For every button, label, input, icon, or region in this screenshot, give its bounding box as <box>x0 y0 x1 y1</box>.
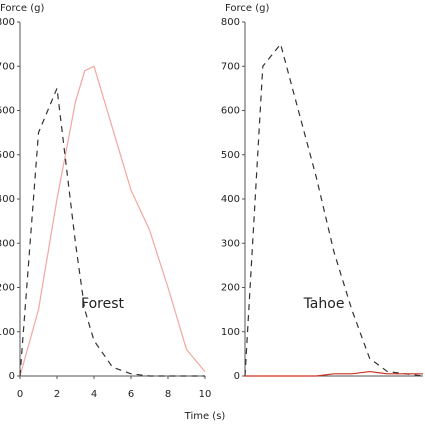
y-tick-label: 100 <box>0 327 15 338</box>
y-tick-label: 0 <box>9 371 15 382</box>
y-tick-label: 400 <box>0 194 15 205</box>
data-line <box>245 370 423 377</box>
y-tick-label: 300 <box>0 238 15 249</box>
x-tick-label: 2 <box>54 389 60 400</box>
y-tick-label: 500 <box>221 150 240 161</box>
x-tick-label: 4 <box>91 389 97 400</box>
y-axis-label: Force (g) <box>0 3 44 14</box>
y-tick-label: 600 <box>0 106 15 117</box>
y-tick-label: 700 <box>221 61 240 72</box>
x-axis-label: Time (s) <box>184 411 226 422</box>
annotation: Forest <box>81 296 124 312</box>
annotation: Tahoe <box>303 296 345 312</box>
data-line <box>19 65 206 377</box>
y-tick-label: 800 <box>221 17 240 28</box>
data-line <box>244 42 424 377</box>
y-tick-label: 300 <box>221 238 240 249</box>
y-tick-label: 500 <box>0 150 15 161</box>
x-tick-label: 0 <box>17 389 23 400</box>
y-tick-label: 600 <box>221 106 240 117</box>
x-tick-label: 8 <box>165 389 171 400</box>
y-axis-label: Force (g) <box>225 3 269 14</box>
y-tick-label: 200 <box>221 283 240 294</box>
y-tick-label: 200 <box>0 283 15 294</box>
x-tick-label: 10 <box>199 389 212 400</box>
y-tick-label: 100 <box>221 327 240 338</box>
data-line <box>19 86 205 377</box>
x-tick-label: 6 <box>128 389 134 400</box>
y-tick-label: 800 <box>0 17 15 28</box>
y-tick-label: 0 <box>234 371 240 382</box>
y-tick-label: 700 <box>0 61 15 72</box>
y-tick-label: 400 <box>221 194 240 205</box>
